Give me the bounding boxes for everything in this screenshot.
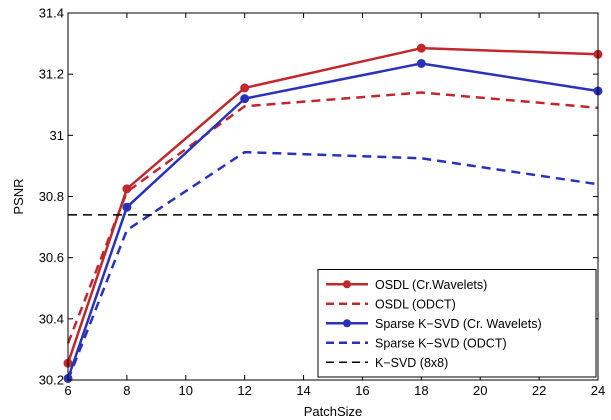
x-tick-label: 12 [237, 383, 251, 398]
legend-label: Sparse K−SVD (Cr. Wavelets) [375, 317, 542, 331]
x-tick-label: 22 [532, 383, 546, 398]
plot-frame [67, 12, 599, 381]
series-line [66, 91, 599, 344]
legend-marker [343, 319, 351, 328]
y-tick-label: 31 [50, 128, 64, 143]
data-point [416, 43, 426, 53]
x-tick-label: 14 [296, 383, 310, 398]
legend-label: K−SVD (8x8) [375, 356, 448, 370]
x-axis-label: PatchSize [304, 404, 363, 419]
legend: OSDL (Cr.Wavelets) OSDL (ODCT) Sparse K−SV… [317, 269, 597, 378]
y-tick-label: 31.4 [39, 6, 64, 21]
x-tick-label: 10 [179, 383, 193, 398]
x-tick-label: 20 [473, 383, 487, 398]
series-3 [66, 150, 599, 381]
series-0 [63, 43, 603, 368]
legend-label: Sparse K−SVD (ODCT) [375, 336, 507, 350]
data-point [240, 83, 250, 93]
data-point [122, 202, 132, 212]
series-layer [63, 43, 603, 383]
series-1 [66, 91, 599, 344]
y-tick-label: 30.8 [39, 189, 64, 204]
x-tick-label: 18 [414, 383, 428, 398]
y-tick-label: 31.2 [39, 67, 64, 82]
x-tick-label: 6 [64, 383, 71, 398]
series-line [66, 150, 599, 381]
y-tick-label: 30.2 [39, 373, 64, 388]
x-tick-label: 16 [355, 383, 369, 398]
data-point [416, 58, 426, 68]
legend-marker [343, 280, 351, 289]
legend-label: OSDL (Cr.Wavelets) [375, 278, 487, 292]
x-tick-label: 24 [591, 383, 605, 398]
y-tick-label: 30.6 [39, 250, 64, 265]
data-point [240, 94, 250, 104]
tick-labels-layer: 6 8 10 12 14 16 18 20 22 24 30.2 30.4 30.6 30.8 31 31.2… [39, 6, 606, 399]
y-axis-label: PSNR [11, 178, 26, 214]
y-tick-label: 30.4 [39, 311, 64, 326]
legend-label: OSDL (ODCT) [375, 297, 456, 311]
x-tick-label: 8 [123, 383, 130, 398]
